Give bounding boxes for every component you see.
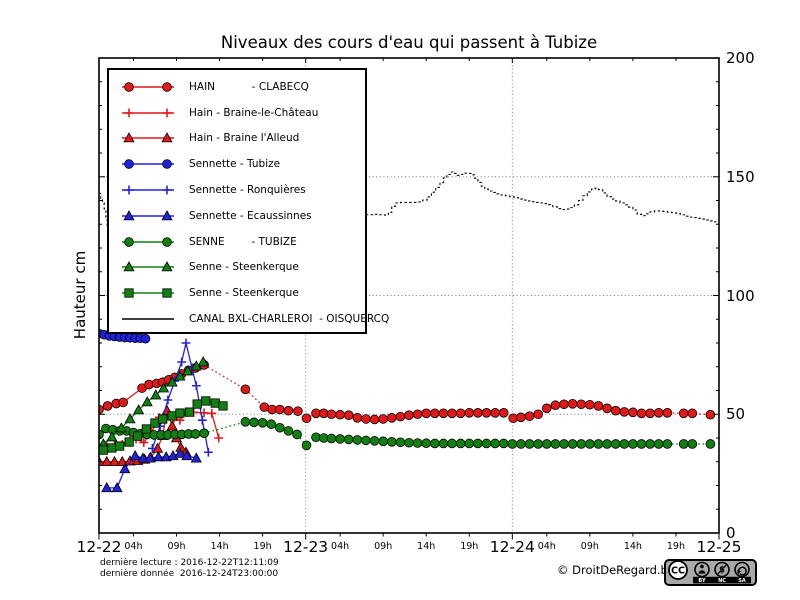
legend-label: Sennette - Ronquières (189, 184, 306, 197)
x-tick-hour-label: 09h (580, 541, 599, 552)
series-senne-steenkerque-2 (99, 396, 228, 455)
series-layer (99, 171, 719, 493)
last-reading-text: dernière lecture : 2016-12-22T12:11:09 (100, 558, 279, 568)
legend-item-sennette-ecaussinnes: Sennette - Ecaussinnes (109, 203, 365, 229)
nc-label: NC (718, 578, 726, 584)
series-sennette-ecaussinnes (101, 447, 202, 493)
cc-license-badge: CC $ BY NC SA (664, 559, 757, 586)
legend-marker-circle-icon (122, 159, 174, 170)
legend-item-hain-braine-le-chateau: Hain - Braine-le-Château (109, 100, 365, 126)
legend-item-senne-steenkerque-1: Senne - Steenkerque (109, 255, 365, 281)
series-hain-clabecq (99, 360, 716, 425)
legend-label: Senne - Steenkerque (189, 287, 299, 300)
legend-label: Hain - Braine-le-Château (189, 106, 319, 119)
x-tick-day-label: 12-24 (489, 538, 535, 556)
x-tick-hour-label: 14h (417, 541, 436, 552)
legend-item-hain-braine-l-alleud: Hain - Braine l'Alleud (109, 126, 365, 152)
y-tick-label: 150 (726, 167, 755, 186)
legend-label: SENNE - TUBIZE (189, 235, 297, 248)
x-tick-hour-label: 04h (331, 541, 350, 552)
legend-item-hain-clabecq: HAIN - CLABECQ (109, 74, 365, 100)
y-tick-label: 0 (726, 524, 736, 542)
legend-item-senne-steenkerque-2: Senne - Steenkerque (109, 280, 365, 306)
legend-label: Hain - Braine l'Alleud (189, 132, 300, 145)
legend-marker-triangle-icon (122, 132, 174, 143)
x-tick-hour-label: 14h (623, 541, 642, 552)
legend-marker-circle-icon (122, 82, 174, 92)
x-tick-hour-label: 14h (210, 541, 229, 552)
legend-label: CANAL BXL-CHARLEROI - OISQUERCQ (189, 313, 390, 326)
y-axis-label: Hauteur cm (71, 250, 89, 340)
x-tick-day-label: 12-23 (283, 538, 329, 556)
x-tick-hour-label: 09h (167, 541, 186, 552)
cc-logo-icon (668, 560, 688, 580)
legend-marker-plus-icon (122, 108, 174, 118)
chart-title: Niveaux des cours d'eau qui passent à Tu… (220, 33, 598, 52)
cc-logo-text: CC (671, 566, 685, 577)
by-label: BY (698, 578, 706, 584)
legend-marker-triangle-icon (122, 261, 174, 272)
legend-item-sennette-tubize: Sennette - Tubize (109, 151, 365, 177)
legend-label: Sennette - Ecaussinnes (189, 209, 312, 222)
legend-marker-line-icon (122, 318, 174, 320)
by-attribution-icon (694, 561, 710, 578)
legend-marker-triangle-icon (122, 210, 174, 221)
legend-label: Senne - Steenkerque (189, 261, 299, 274)
y-tick-label: 50 (726, 405, 746, 424)
y-tick-label: 200 (726, 49, 755, 67)
axis-ticks (98, 57, 720, 540)
copyright-text: © DroitDeRegard.be (557, 563, 675, 577)
nc-noncommercial-icon (714, 561, 730, 578)
legend-label: Sennette - Tubize (189, 158, 281, 171)
x-tick-hour-label: 19h (460, 541, 479, 552)
x-tick-day-label: 12-22 (76, 538, 122, 556)
legend: HAIN - CLABECQ Hain - Braine-le-Château Ha… (107, 68, 389, 334)
series-senne-tubize (99, 417, 716, 451)
x-tick-hour-label: 19h (253, 541, 272, 552)
legend-marker-square-icon (122, 288, 174, 298)
svg-text:$: $ (719, 566, 725, 576)
legend-marker-plus-icon (122, 185, 174, 195)
x-tick-hour-label: 04h (124, 541, 143, 552)
x-tick-hour-label: 04h (537, 541, 556, 552)
legend-item-sennette-ronquieres: Sennette - Ronquières (109, 177, 365, 203)
legend-marker-circle-icon (122, 236, 174, 247)
x-tick-hour-label: 09h (374, 541, 393, 552)
x-tick-hour-label: 19h (666, 541, 685, 552)
legend-label: HAIN - CLABECQ (189, 80, 309, 93)
legend-item-senne-tubize: SENNE - TUBIZE (109, 229, 365, 255)
sa-sharealike-icon (734, 561, 750, 578)
last-data-text: dernière donnée 2016-12-24T23:00:00 (100, 569, 279, 579)
plot-frame (98, 57, 720, 534)
series-canal-bxl-charleroi (99, 171, 719, 228)
x-tick-day-label: 12-25 (696, 538, 742, 556)
sa-label: SA (738, 578, 746, 584)
y-tick-label: 100 (726, 286, 755, 305)
legend-item-canal-bxl-charleroi: CANAL BXL-CHARLEROI - OISQUERCQ (109, 306, 389, 332)
